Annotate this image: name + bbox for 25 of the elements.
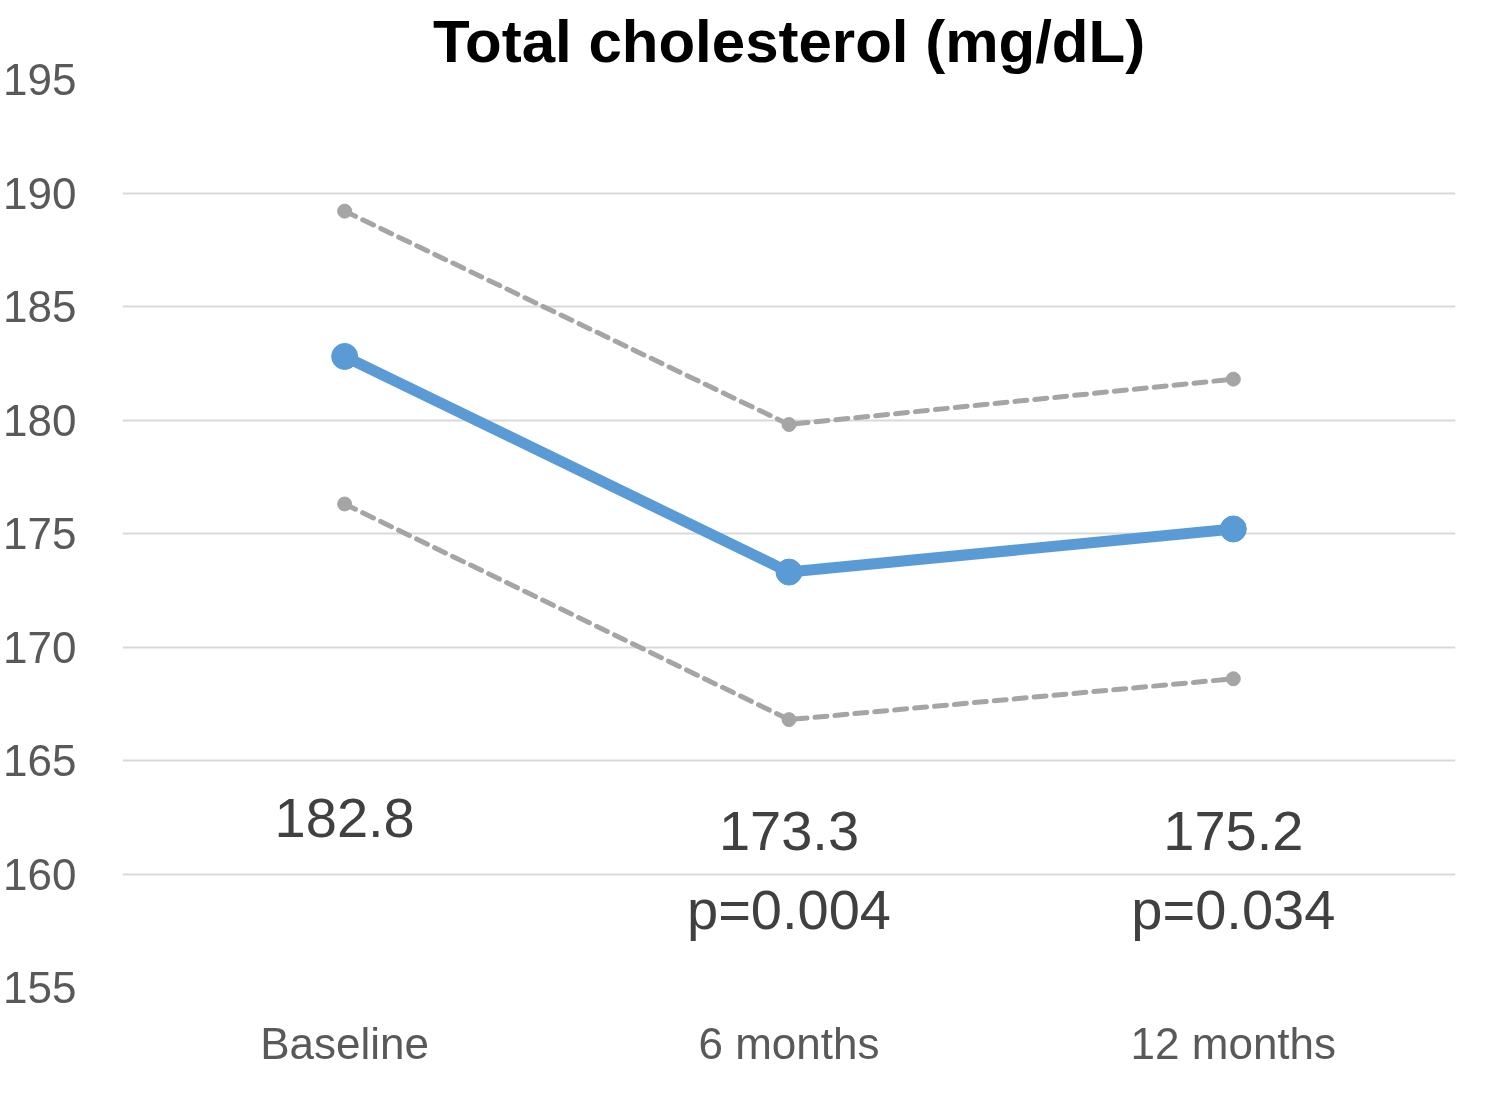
y-tick-label: 190 (3, 168, 77, 218)
y-tick-label: 175 (3, 509, 77, 558)
point (781, 712, 797, 728)
annotation: 175.2 p=0.034 (1131, 799, 1336, 941)
point (337, 203, 353, 219)
y-tick-label: 155 (3, 963, 77, 1012)
point (331, 342, 359, 370)
point (1225, 671, 1241, 687)
y-tick-label: 160 (3, 849, 77, 899)
point (337, 496, 353, 512)
point (781, 417, 797, 433)
y-tick-label: 170 (3, 622, 77, 672)
chart-title: Total cholesterol (mg/dL) (432, 7, 1146, 75)
y-tick-label: 195 (3, 55, 77, 104)
annotation: 173.3 p=0.004 (687, 799, 891, 941)
annotation: 182.8 (274, 786, 415, 850)
y-tick-label: 180 (3, 395, 77, 445)
y-tick-label: 165 (3, 736, 77, 785)
y-tick-label: 185 (3, 282, 77, 331)
x-tick-label: Baseline (260, 1018, 430, 1068)
point (775, 558, 803, 586)
point (1225, 371, 1241, 387)
x-tick-label: 6 months (698, 1018, 880, 1068)
x-tick-label: 12 months (1130, 1018, 1337, 1068)
point (1219, 515, 1247, 543)
